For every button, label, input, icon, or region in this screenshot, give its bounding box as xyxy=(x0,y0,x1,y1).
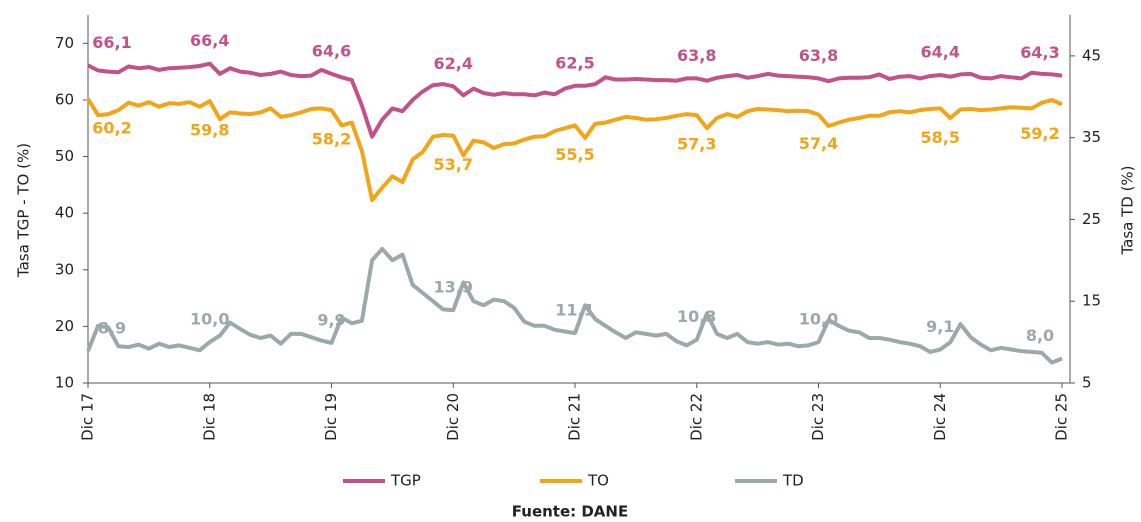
value-label: 9,9 xyxy=(317,310,345,329)
series-line xyxy=(86,246,1063,365)
y2-tick-label: 25 xyxy=(1082,210,1101,228)
source: Fuente: DANE xyxy=(512,503,628,521)
x-tick-label: Dic 25 xyxy=(1053,393,1071,441)
y-tick-label: 70 xyxy=(55,34,74,52)
y2-axis-label: Tasa TD (%) xyxy=(1119,165,1137,255)
y-tick-label: 60 xyxy=(55,90,74,108)
legend-label: TO xyxy=(587,472,609,490)
series-line xyxy=(87,61,1063,139)
value-label: 62,5 xyxy=(555,53,594,72)
value-label: 57,3 xyxy=(677,135,716,154)
value-label: 10,3 xyxy=(677,307,716,326)
y2-tick-label: 5 xyxy=(1082,374,1092,392)
value-label: 59,8 xyxy=(190,121,229,140)
value-label: 9,1 xyxy=(926,317,954,336)
x-tick-label: Dic 18 xyxy=(200,393,218,441)
x-tick-label: Dic 22 xyxy=(687,393,705,441)
legend-label: TD xyxy=(782,472,804,490)
x-tick-label: Dic 23 xyxy=(809,393,827,441)
value-label: 58,5 xyxy=(921,128,960,147)
value-label: 10,0 xyxy=(190,310,229,329)
value-label: 59,2 xyxy=(1020,124,1059,143)
value-label: 64,6 xyxy=(312,41,351,60)
value-label: 11,1 xyxy=(555,301,594,320)
value-label: 62,4 xyxy=(434,54,473,73)
x-tick-label: Dic 24 xyxy=(931,393,949,441)
value-label: 57,4 xyxy=(799,134,838,153)
value-label: 66,1 xyxy=(92,33,131,52)
y-axis-label: Tasa TGP - TO (%) xyxy=(15,143,33,278)
value-label: 13,9 xyxy=(434,278,473,297)
y2-tick-label: 15 xyxy=(1082,292,1101,310)
x-tick-label: Dic 17 xyxy=(79,393,97,441)
x-tick-label: Dic 21 xyxy=(566,393,584,441)
value-label: 60,2 xyxy=(92,118,131,137)
y-tick-label: 50 xyxy=(55,147,74,165)
value-label: 64,3 xyxy=(1020,43,1059,62)
value-label: 63,8 xyxy=(677,46,716,65)
y2-tick-label: 45 xyxy=(1082,46,1101,64)
y-tick-label: 10 xyxy=(55,374,74,392)
y-tick-label: 30 xyxy=(55,260,74,278)
value-label: 53,7 xyxy=(434,155,473,174)
value-label: 63,8 xyxy=(799,46,838,65)
y-tick-label: 20 xyxy=(55,317,74,335)
value-label: 8,9 xyxy=(98,319,126,338)
value-label: 64,4 xyxy=(921,43,960,62)
x-tick-label: Dic 20 xyxy=(444,393,462,441)
value-label: 10,0 xyxy=(799,310,838,329)
value-label: 58,2 xyxy=(312,130,351,149)
y2-tick-label: 35 xyxy=(1082,128,1101,146)
series-line xyxy=(86,97,1063,203)
x-tick-label: Dic 19 xyxy=(322,393,340,441)
value-label: 66,4 xyxy=(190,31,229,50)
y-tick-label: 40 xyxy=(55,204,74,222)
value-label: 8,0 xyxy=(1026,326,1054,345)
value-label: 55,5 xyxy=(555,145,594,164)
legend-label: TGP xyxy=(390,472,421,490)
